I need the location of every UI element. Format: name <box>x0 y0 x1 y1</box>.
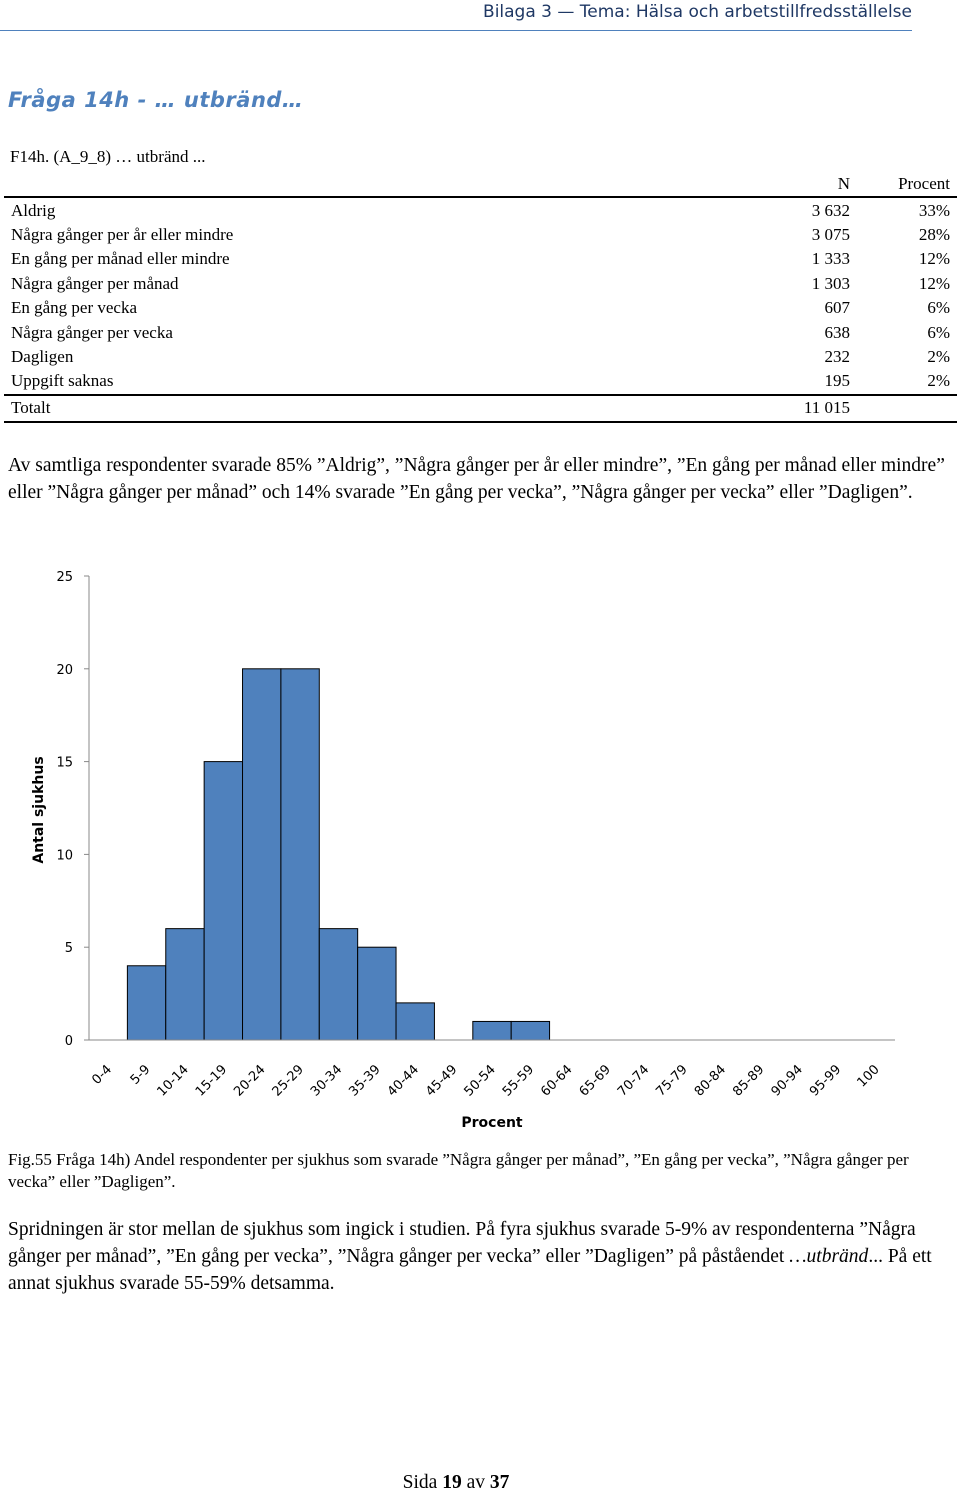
footer-prefix: Sida <box>402 1472 438 1493</box>
row-n: 232 <box>824 346 851 366</box>
spread-paragraph: Spridningen är stor mellan de sjukhus so… <box>8 1216 948 1297</box>
histogram-svg: 0 5 10 15 20 25 0-4 5-9 10-14 15-19 20-24 25-29 30-3… <box>31 570 895 1131</box>
y-tick-label: 15 <box>56 756 73 771</box>
table-caption: F14h. (A_9_8) … utbränd ... <box>10 147 206 166</box>
histogram-bar <box>165 928 205 1041</box>
row-label: En gång per månad eller mindre <box>11 249 230 269</box>
x-tick-label: 90-94 <box>769 1062 806 1099</box>
row-n: 195 <box>824 371 851 391</box>
histogram-bar <box>472 1020 512 1041</box>
row-label: Några gånger per år eller mindre <box>11 224 234 244</box>
row-percent: 33% <box>918 200 950 220</box>
row-n: 1 333 <box>811 249 850 269</box>
row-percent: 2% <box>927 371 950 391</box>
table-header-label <box>4 172 723 199</box>
x-tick-label: 5-9 <box>128 1062 154 1088</box>
table-header-n: N <box>723 172 857 199</box>
y-tick-label: 0 <box>65 1034 73 1049</box>
row-label: En gång per vecka <box>11 298 138 318</box>
table-total-row: Totalt 11 015 <box>4 393 957 423</box>
histogram-bar <box>395 1002 435 1041</box>
table-header-percent: Procent <box>857 172 957 199</box>
row-label: Dagligen <box>11 346 74 366</box>
x-tick-label: 10-14 <box>154 1062 191 1099</box>
total-label: Totalt <box>4 393 723 423</box>
table-row: Några gånger per vecka 638 6% <box>4 320 957 344</box>
y-tick-label: 10 <box>56 848 73 863</box>
row-label: Några gånger per månad <box>11 273 179 293</box>
header-text: Bilaga 3 — Tema: Hälsa och arbetstillfre… <box>483 2 912 22</box>
table-header-row: N Procent <box>4 172 957 199</box>
histogram-bar <box>126 965 167 1041</box>
x-tick-label: 70-74 <box>615 1062 652 1099</box>
histogram-chart: 0 5 10 15 20 25 0-4 5-9 10-14 15-19 20-24 25-29 30-3… <box>0 560 960 1140</box>
x-tick-label: 0-4 <box>89 1062 115 1088</box>
table-row: Aldrig 3 632 33% <box>4 197 957 222</box>
row-n: 607 <box>824 298 851 318</box>
row-percent: 6% <box>927 298 950 318</box>
x-axis-title: Procent <box>461 1115 523 1131</box>
x-tick-label: 20-24 <box>231 1062 268 1099</box>
figure-caption: Fig.55 Fråga 14h) Andel respondenter per… <box>8 1150 909 1191</box>
row-percent: 12% <box>918 249 950 269</box>
row-percent: 12% <box>918 273 950 293</box>
row-percent: 28% <box>918 224 950 244</box>
x-tick-label: 50-54 <box>462 1062 499 1099</box>
histogram-bar <box>203 761 244 1041</box>
footer-middle: av <box>466 1472 485 1493</box>
y-axis-title: Antal sjukhus <box>31 756 47 863</box>
y-tick-label: 20 <box>56 663 73 678</box>
row-percent: 6% <box>927 322 950 342</box>
x-tick-label: 35-39 <box>346 1062 383 1099</box>
frequency-table: N Procent Aldrig 3 632 33% Några gånger … <box>4 172 957 423</box>
x-tick-label: 100 <box>854 1062 882 1090</box>
row-label: Några gånger per vecka <box>11 322 173 342</box>
histogram-bar <box>242 668 282 1041</box>
table-row: Några gånger per månad 1 303 12% <box>4 272 957 296</box>
row-label: Aldrig <box>11 200 56 220</box>
footer-page-number: 19 <box>442 1472 462 1493</box>
y-tick-label: 5 <box>65 941 73 956</box>
row-n: 638 <box>824 322 851 342</box>
spread-text-part2: ... På ett annat sjukhus svarade 55-59% … <box>8 1246 932 1294</box>
x-tick-label: 30-34 <box>308 1062 345 1099</box>
table-row: Uppgift saknas 195 2% <box>4 369 957 394</box>
x-tick-label: 85-89 <box>730 1062 767 1099</box>
x-tick-label: 60-64 <box>538 1062 575 1099</box>
histogram-bar <box>280 668 320 1041</box>
x-tick-label: 75-79 <box>653 1062 690 1099</box>
spread-text-italic: …utbränd <box>789 1246 869 1267</box>
spread-text-part1: Spridningen är stor mellan de sjukhus so… <box>8 1219 916 1267</box>
table-row: Några gånger per år eller mindre 3 075 2… <box>4 223 957 247</box>
histogram-bar <box>318 928 359 1041</box>
row-n: 1 303 <box>811 273 850 293</box>
x-tick-label: 45-49 <box>423 1062 460 1099</box>
table-row: Dagligen 232 2% <box>4 345 957 369</box>
row-n: 3 075 <box>811 224 850 244</box>
table-row: En gång per vecka 607 6% <box>4 296 957 320</box>
question-title: Fråga 14h - … utbränd… <box>8 88 304 112</box>
row-label: Uppgift saknas <box>11 371 114 391</box>
histogram-bar <box>357 946 397 1041</box>
x-tick-label: 80-84 <box>692 1062 729 1099</box>
total-percent <box>857 393 957 423</box>
row-n: 3 632 <box>811 200 850 220</box>
x-tick-label: 25-29 <box>270 1062 307 1099</box>
summary-paragraph: Av samtliga respondenter svarade 85% ”Al… <box>8 455 945 503</box>
total-n: 11 015 <box>723 393 857 423</box>
page-footer: Sida 19 av 37 <box>0 1472 912 1494</box>
x-tick-label: 65-69 <box>577 1062 614 1099</box>
x-tick-label: 15-19 <box>193 1062 230 1099</box>
table-row: En gång per månad eller mindre 1 333 12% <box>4 247 957 271</box>
histogram-bar <box>510 1020 551 1041</box>
footer-total-pages: 37 <box>489 1472 510 1493</box>
x-tick-label: 55-59 <box>500 1062 537 1099</box>
x-tick-label: 40-44 <box>385 1062 422 1099</box>
y-tick-label: 25 <box>56 570 73 585</box>
row-percent: 2% <box>927 346 950 366</box>
page-header: Bilaga 3 — Tema: Hälsa och arbetstillfre… <box>0 0 912 31</box>
x-tick-label: 95-99 <box>807 1062 844 1099</box>
